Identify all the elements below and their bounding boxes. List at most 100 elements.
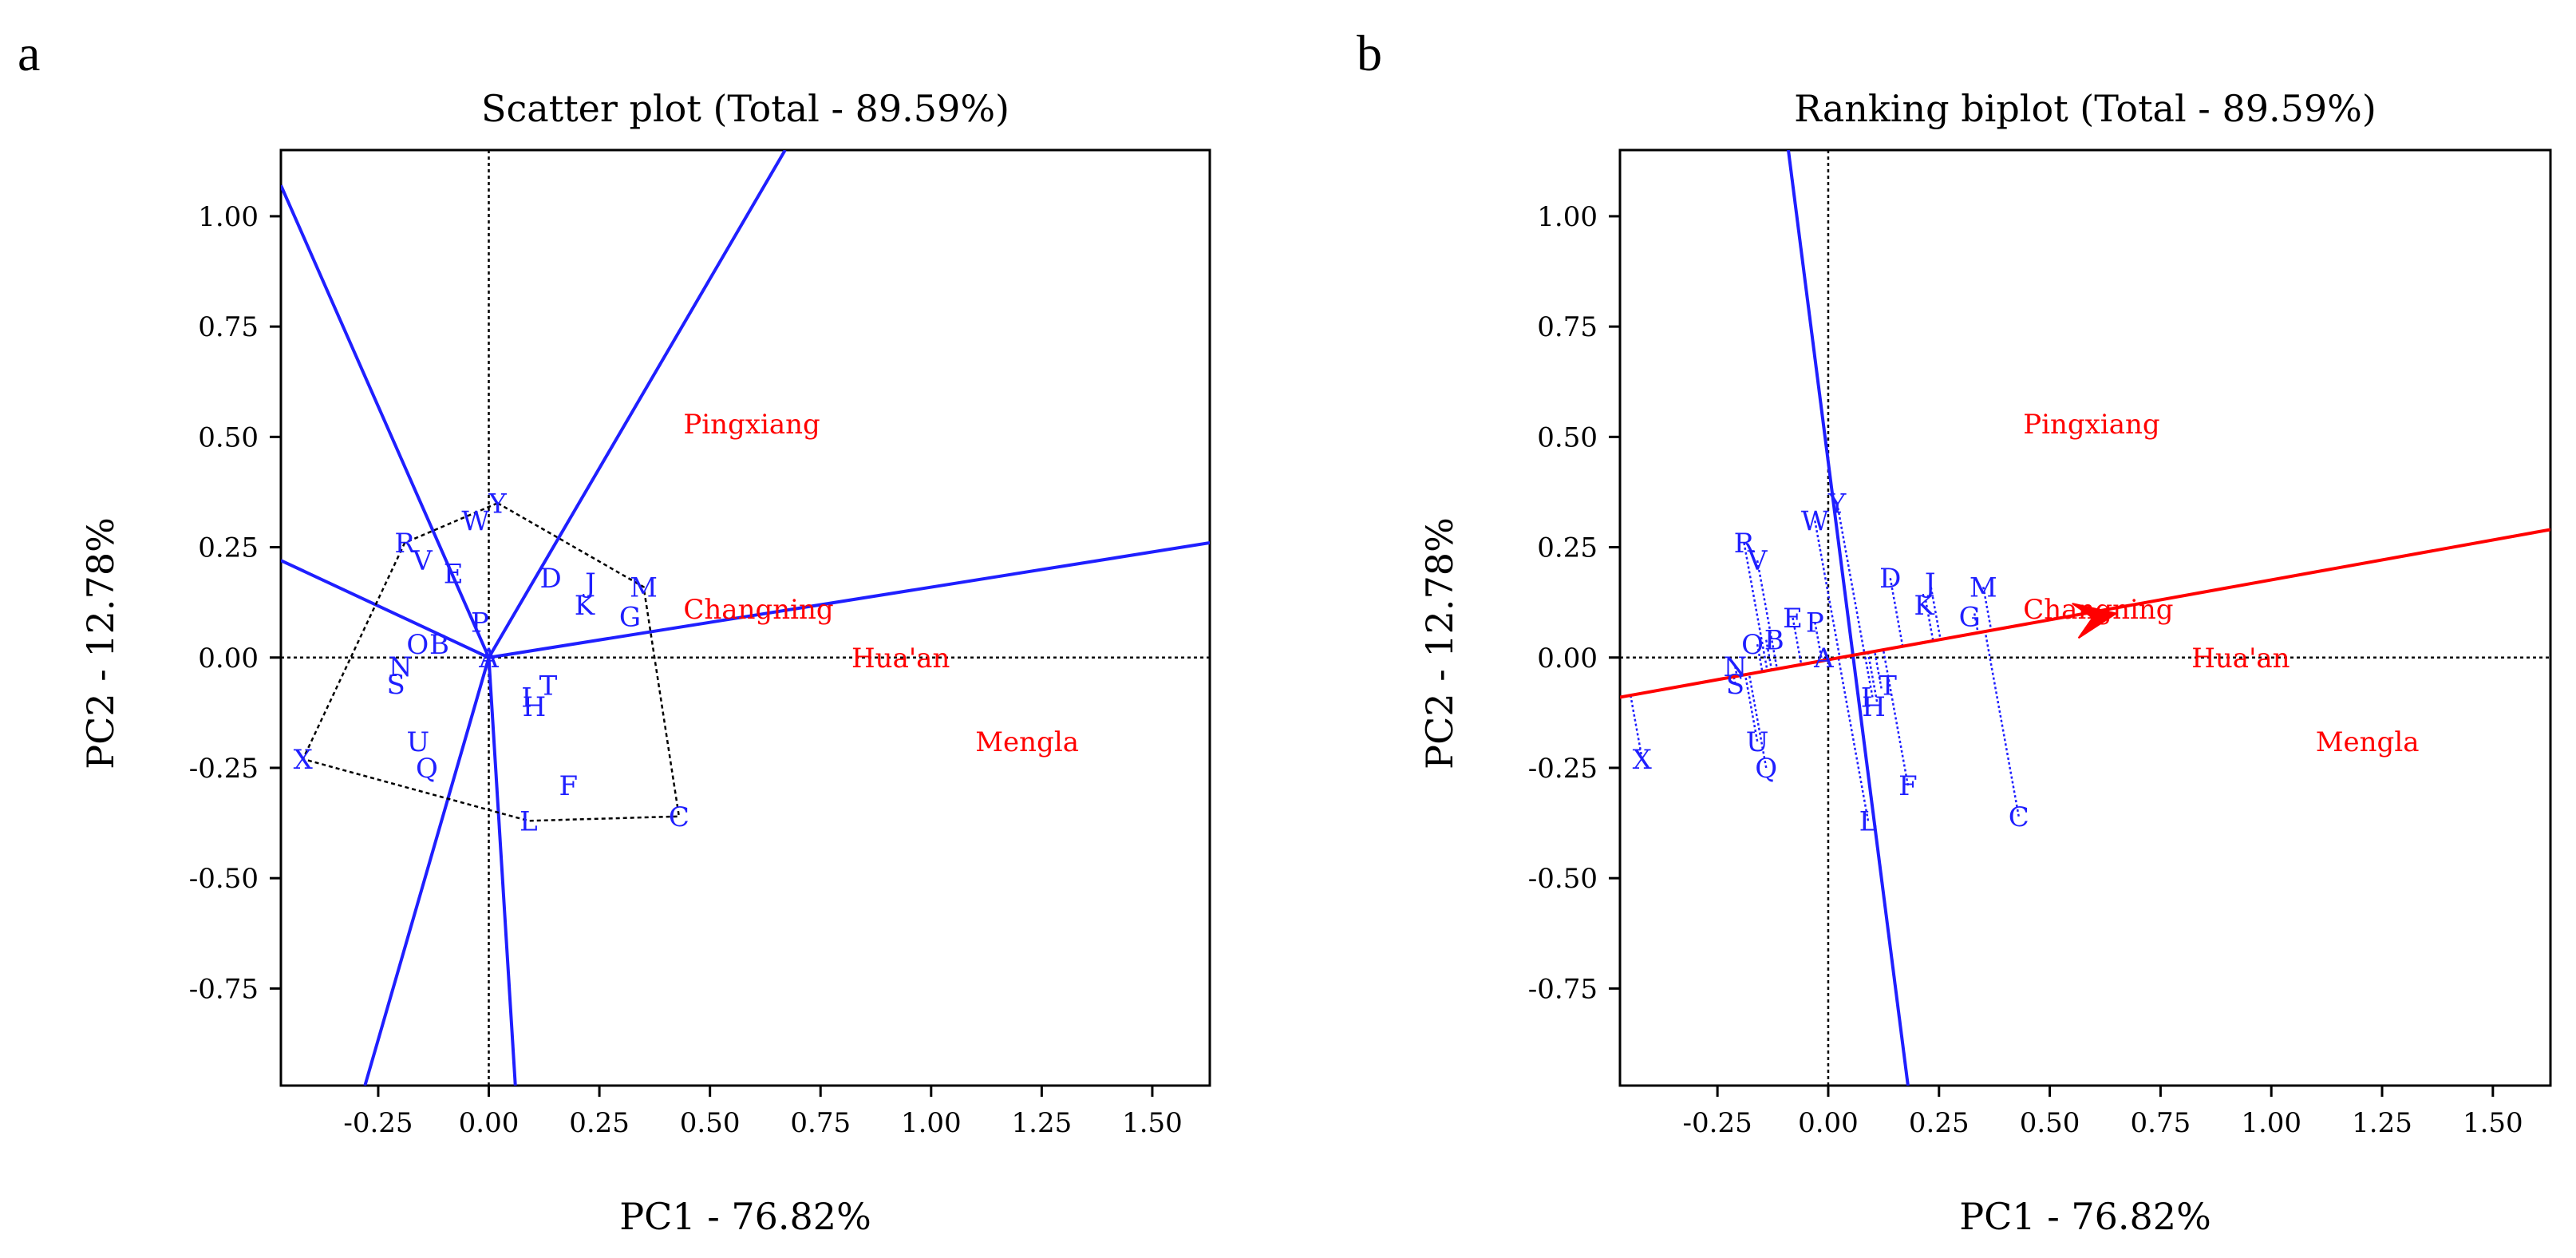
genotype-label: S: [1726, 669, 1744, 701]
genotype-label: L: [1859, 805, 1878, 837]
genotype-label: V: [412, 545, 433, 577]
genotype-label: E: [444, 559, 464, 591]
y-tick-label: 0.00: [1537, 643, 1598, 674]
y-tick-label: -0.50: [1528, 863, 1598, 895]
convex-hull: [301, 501, 681, 822]
y-tick-label: 1.00: [1537, 201, 1598, 233]
plot-frame: [279, 148, 1211, 1087]
sector-ray: [281, 184, 491, 659]
sector-ray: [363, 657, 491, 1086]
genotype-label: D: [539, 563, 561, 595]
projection-line: [1924, 599, 1934, 642]
genotype-label: Y: [488, 488, 507, 520]
genotype-label: G: [619, 601, 641, 633]
sector-ray: [281, 559, 490, 659]
environment-label: Hua'an: [2191, 643, 2290, 674]
x-tick-label: 1.50: [2463, 1107, 2523, 1139]
aec-arrow-head: [2072, 603, 2119, 639]
projection-line: [1744, 674, 1759, 742]
y-tick-label: 0.75: [198, 311, 259, 343]
x-axis-label: PC1 - 76.82%: [619, 1195, 871, 1238]
environment-label: Pingxiang: [683, 409, 820, 441]
x-tick-label: 0.75: [2131, 1107, 2191, 1139]
x-tick-label: 1.25: [2352, 1107, 2412, 1139]
x-tick-label: 0.75: [790, 1107, 851, 1139]
genotype-label: R: [1734, 528, 1756, 560]
y-tick-label: -0.75: [1528, 973, 1598, 1005]
plot-frame: [1618, 148, 2552, 1087]
genotype-label: L: [520, 805, 538, 837]
genotype-label: A: [1813, 643, 1834, 674]
environment-label: Mengla: [2316, 726, 2420, 758]
genotype-label: O: [1741, 629, 1764, 661]
x-tick-label: 1.25: [1012, 1107, 1073, 1139]
plot-area: YW RV D JK MG E PBO A NS TIH UQ X FL C Pingxiang Changn…: [1620, 150, 2550, 1086]
genotype-label: F: [559, 770, 578, 802]
panel-letter: a: [18, 25, 40, 81]
aec-ordinate: [1787, 150, 1910, 1086]
y-axis-label: PC2 - 12.78%: [79, 517, 122, 769]
projection-line: [1756, 560, 1779, 670]
genotype-label: X: [1633, 744, 1653, 776]
chart-title: Ranking biplot (Total - 89.59%): [1794, 87, 2376, 130]
sector-ray: [488, 541, 1210, 659]
genotype-label: M: [1970, 572, 1997, 603]
genotype-label: B: [1764, 625, 1784, 657]
projection-line: [1792, 617, 1803, 665]
x-tick-label: 0.00: [459, 1107, 520, 1139]
projection-line: [1837, 657, 1870, 821]
y-tick-label: 0.25: [1537, 532, 1598, 564]
genotype-label: U: [1746, 726, 1769, 758]
y-tick-label: 0.00: [198, 643, 259, 674]
environment-label: Hua'an: [851, 643, 950, 674]
genotype-label: Y: [1827, 488, 1847, 520]
y-tick-label: -0.25: [1528, 753, 1598, 785]
environment-label: Changning: [2023, 594, 2173, 626]
genotype-label: W: [1801, 505, 1829, 537]
x-tick-label: -0.25: [343, 1107, 413, 1139]
genotype-label: V: [1747, 545, 1768, 577]
genotype-label: U: [407, 726, 430, 758]
genotype-label: K: [1914, 590, 1934, 622]
genotype-label: M: [630, 572, 658, 603]
genotype-label: N: [1723, 651, 1747, 683]
projection-line: [1748, 674, 1768, 769]
genotype-label: K: [575, 590, 595, 622]
projection-line: [1929, 582, 1942, 640]
x-tick-label: 1.00: [901, 1107, 962, 1139]
projection-line: [1814, 520, 1841, 659]
y-tick-label: -0.25: [189, 753, 259, 785]
genotype-label: D: [1879, 563, 1901, 595]
genotype-label: H: [1862, 691, 1886, 723]
genotype-label: E: [1783, 603, 1803, 635]
genotype-label: J: [583, 568, 596, 599]
y-tick-label: 0.50: [198, 421, 259, 453]
sector-ray: [487, 657, 517, 1086]
y-tick-label: 0.50: [1537, 421, 1598, 453]
x-tick-label: -0.25: [1683, 1107, 1752, 1139]
x-tick-label: 0.25: [1909, 1107, 1970, 1139]
projection-line: [1889, 578, 1904, 647]
environment-label: Changning: [683, 594, 833, 626]
y-axis-label: PC2 - 12.78%: [1418, 517, 1461, 769]
genotype-label: Q: [1755, 753, 1777, 785]
genotype-label: C: [669, 801, 689, 833]
projection-line: [1814, 622, 1823, 662]
genotype-label: I: [1861, 682, 1871, 714]
genotype-label: X: [294, 744, 314, 776]
y-tick-label: -0.75: [189, 973, 259, 1005]
genotype-label: T: [539, 670, 558, 702]
y-tick-label: 0.75: [1537, 311, 1598, 343]
x-tick-label: 0.00: [1798, 1107, 1859, 1139]
y-tick-label: 1.00: [198, 201, 259, 233]
genotype-label: W: [461, 505, 489, 537]
genotype-label: P: [471, 607, 489, 639]
genotype-label: S: [386, 669, 405, 701]
genotype-label: C: [2009, 801, 2029, 833]
x-tick-label: 0.50: [2020, 1107, 2080, 1139]
x-tick-label: 1.50: [1122, 1107, 1183, 1139]
genotype-label: Q: [416, 753, 438, 785]
projection-line: [1973, 613, 1979, 633]
environment-label: Pingxiang: [2023, 409, 2159, 441]
